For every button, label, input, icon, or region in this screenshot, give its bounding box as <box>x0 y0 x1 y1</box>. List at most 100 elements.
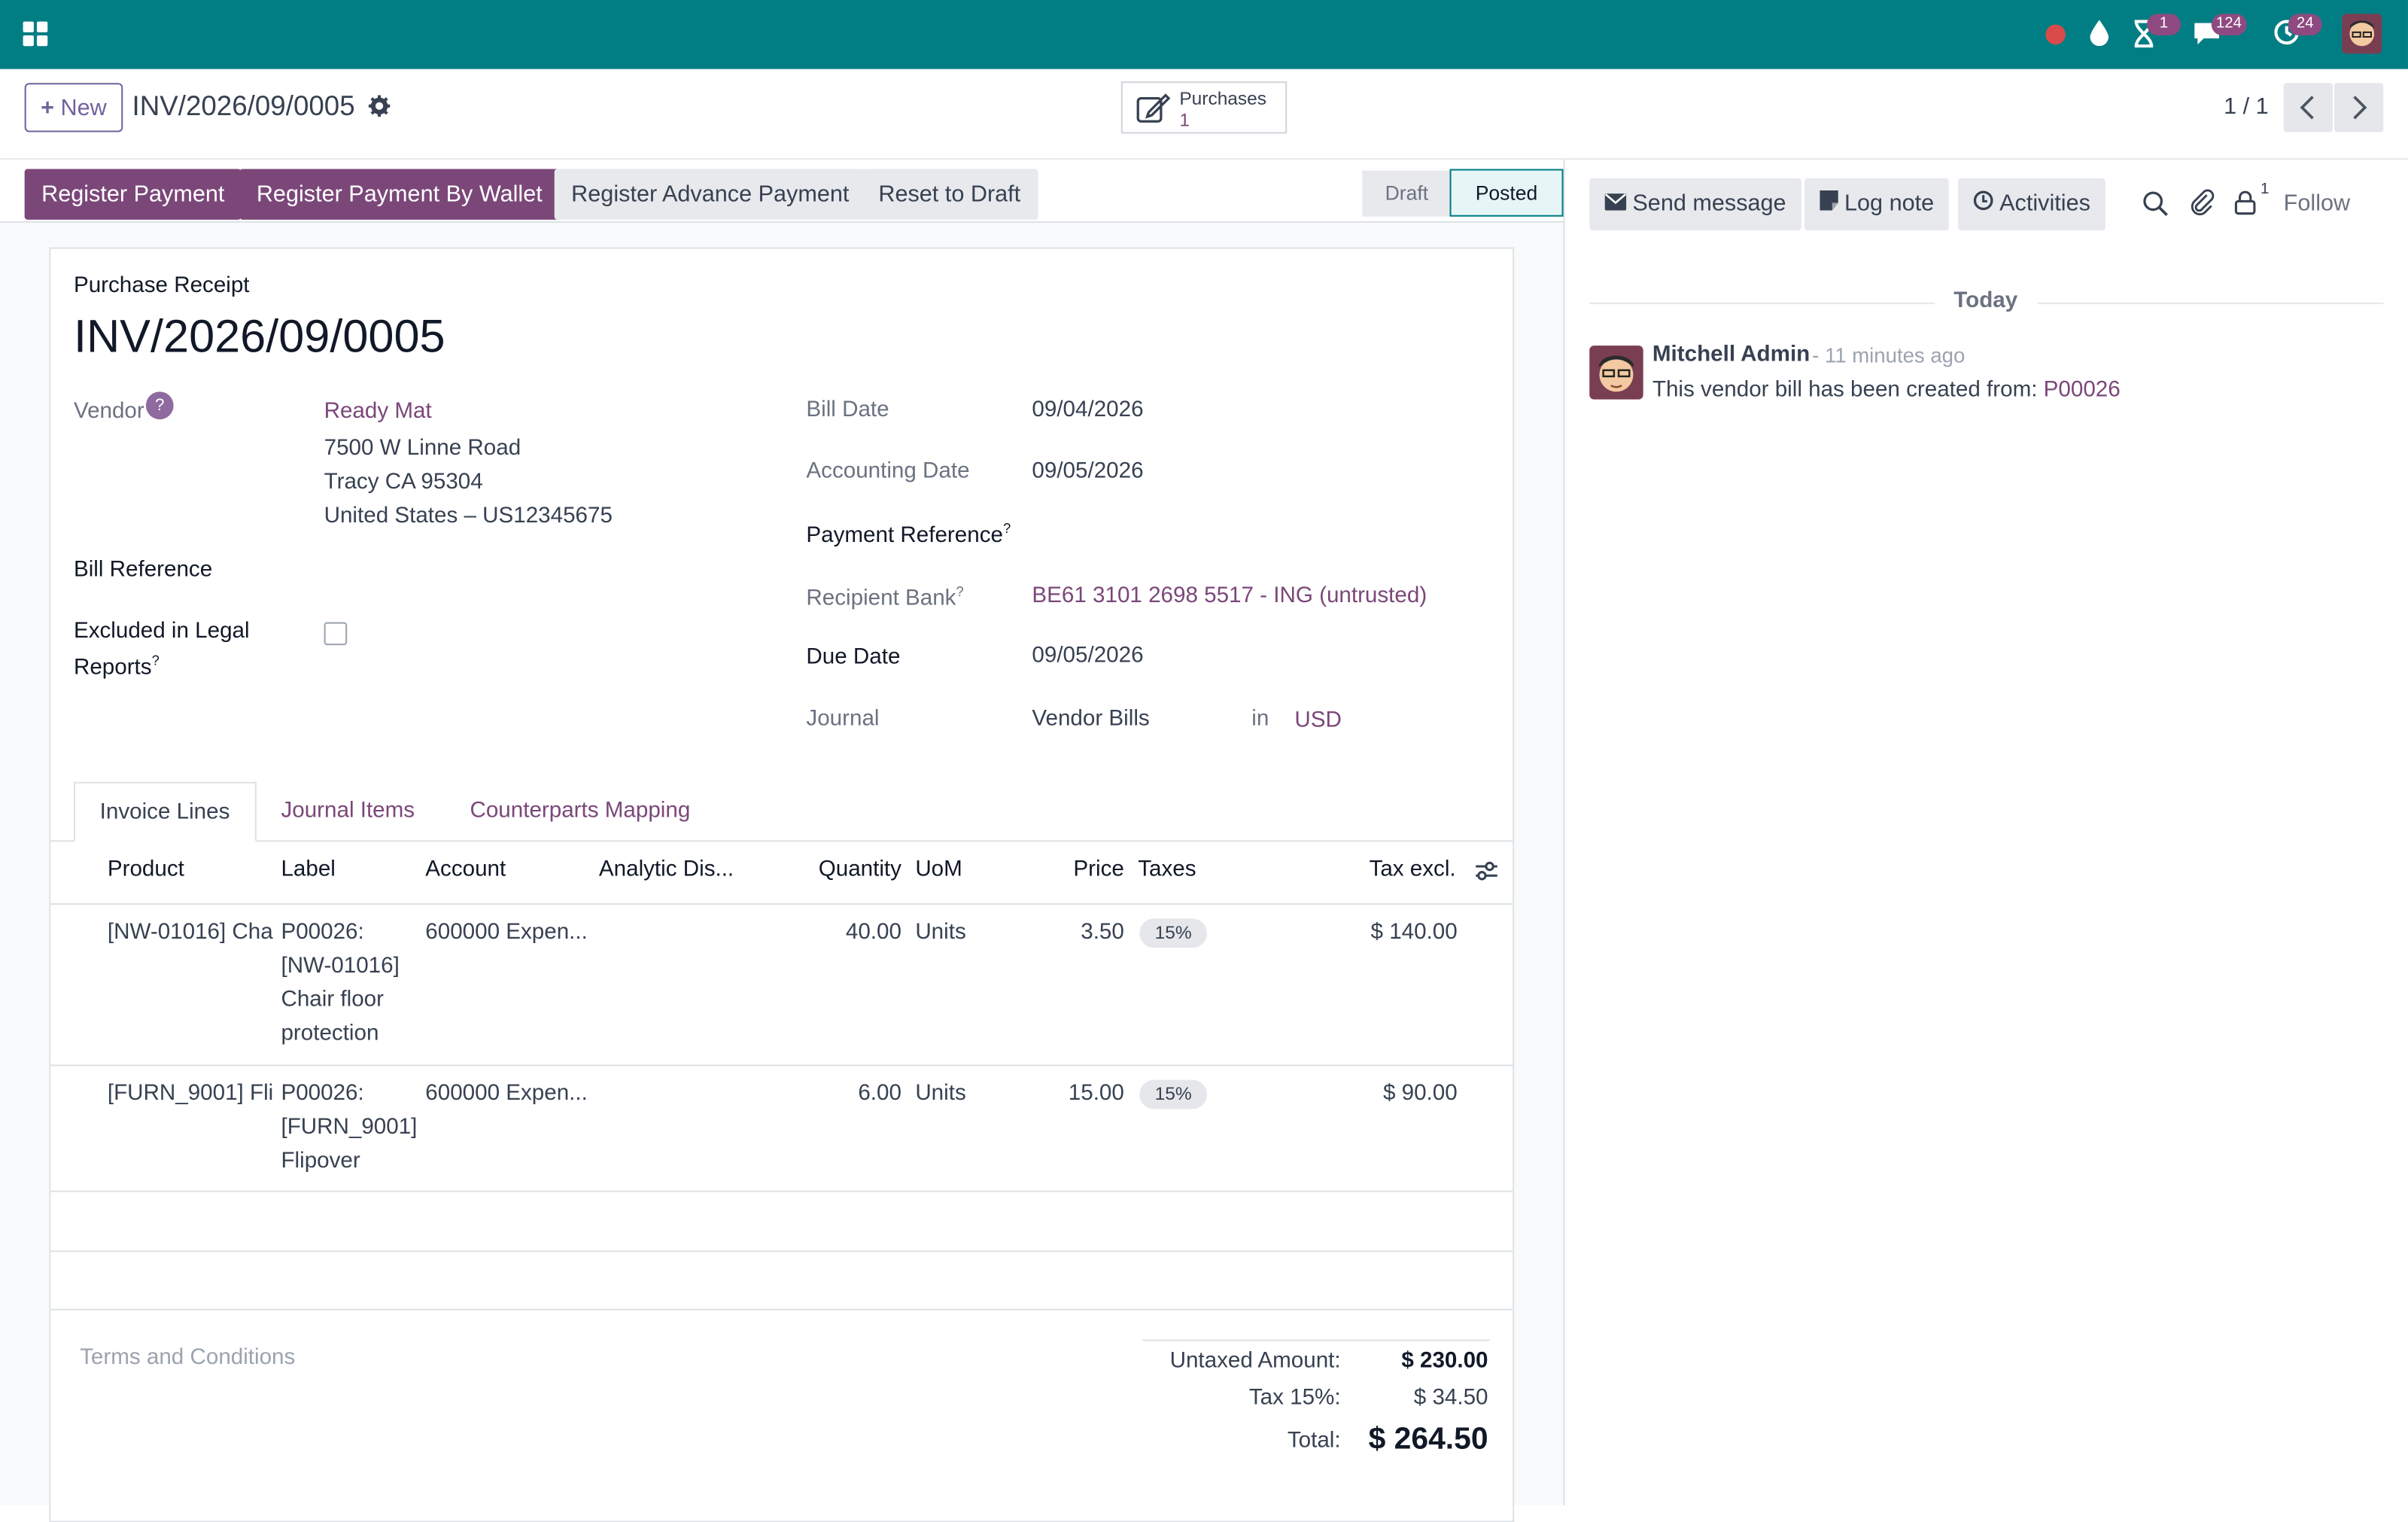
vendor-address-line: 7500 W Linne Road <box>324 436 521 461</box>
grid-icon[interactable] <box>22 20 50 48</box>
send-message-button[interactable]: Send message <box>1589 178 1802 231</box>
register-advance-payment-button[interactable]: Register Advance Payment <box>554 169 866 220</box>
accounting-date-label: Accounting Date <box>806 459 970 484</box>
new-button[interactable]: + New <box>24 83 123 132</box>
column-header-product[interactable]: Product <box>107 857 184 882</box>
line-uom: Units <box>915 920 966 945</box>
journal-in-label: in <box>1251 706 1269 732</box>
vendor-link[interactable]: Ready Mat <box>324 399 432 425</box>
search-icon[interactable] <box>2142 190 2169 221</box>
vendor-help-icon[interactable]: ? <box>145 391 174 420</box>
tab-journal-items[interactable]: Journal Items <box>281 799 415 823</box>
clock-icon <box>1973 178 1993 230</box>
column-header-analytic[interactable]: Analytic Dis... <box>598 857 734 882</box>
recipient-bank-text: Recipient Bank <box>806 586 956 611</box>
hourglass-icon[interactable] <box>2133 20 2155 53</box>
line-label: [FURN_9001] <box>281 1115 418 1140</box>
new-button-label: New <box>60 95 107 122</box>
stage-posted: Posted <box>1449 169 1564 217</box>
record-dot-icon[interactable] <box>2045 24 2066 45</box>
recipient-bank-label: Recipient Bank? <box>806 584 963 611</box>
stage-draft[interactable]: Draft <box>1362 170 1452 217</box>
line-uom: Units <box>915 1081 966 1106</box>
line-product[interactable]: [NW-01016] Chai <box>107 920 274 945</box>
line-product[interactable]: [FURN_9001] Flip <box>107 1081 274 1106</box>
log-note-button[interactable]: Log note <box>1804 178 1950 231</box>
register-payment-by-wallet-button[interactable]: Register Payment By Wallet <box>239 169 560 220</box>
column-header-uom[interactable]: UoM <box>915 857 962 882</box>
reset-to-draft-button[interactable]: Reset to Draft <box>861 169 1038 220</box>
record-name: INV/2026/09/0005 <box>73 312 445 363</box>
message-author[interactable]: Mitchell Admin <box>1652 342 1811 367</box>
form-sheet <box>49 247 1515 1522</box>
column-header-quantity[interactable]: Quantity <box>818 857 901 882</box>
lock-icon[interactable] <box>2234 190 2256 220</box>
payment-reference-input[interactable] <box>1032 516 1492 553</box>
line-subtotal: $ 90.00 <box>1382 1081 1458 1106</box>
follow-button[interactable]: Follow <box>2283 190 2351 217</box>
column-header-taxes[interactable]: Taxes <box>1138 857 1196 882</box>
message-text: This vendor bill has been created from: <box>1652 378 2044 403</box>
tab-invoice-lines[interactable]: Invoice Lines <box>73 781 257 842</box>
accounting-date-field[interactable]: 09/05/2026 <box>1032 459 1144 484</box>
help-mark[interactable]: ? <box>956 583 964 599</box>
chevron-right-icon <box>2353 96 2367 120</box>
previous-record-button[interactable] <box>2283 83 2333 132</box>
message-link[interactable]: P00026 <box>2043 378 2121 403</box>
terms-conditions-field[interactable]: Terms and Conditions <box>80 1345 296 1371</box>
gear-icon[interactable] <box>368 95 391 122</box>
optional-columns-icon[interactable] <box>1474 859 1499 888</box>
vendor-address-line: United States – US12345675 <box>324 504 613 529</box>
register-payment-button[interactable]: Register Payment <box>24 169 242 220</box>
chevron-left-icon <box>2300 96 2314 120</box>
help-mark[interactable]: ? <box>1002 520 1011 537</box>
line-label: protection <box>281 1021 379 1046</box>
message-avatar[interactable] <box>1589 345 1643 400</box>
message-body: This vendor bill has been created from: … <box>1652 378 2121 403</box>
row-divider <box>50 1308 1513 1310</box>
due-date-field[interactable]: 09/05/2026 <box>1032 644 1144 668</box>
bill-date-field[interactable]: 09/04/2026 <box>1032 397 1144 423</box>
control-panel: + New INV/2026/09/0005 Purchases 1 1 / 1 <box>0 68 2408 160</box>
followers-count: 1 <box>2261 181 2270 199</box>
tabs-underline <box>50 840 1513 842</box>
line-label: P00026: <box>281 920 364 945</box>
next-record-button[interactable] <box>2334 83 2384 132</box>
column-header-tax-excl[interactable]: Tax excl. <box>1369 857 1456 882</box>
column-header-account[interactable]: Account <box>425 857 506 882</box>
top-navbar: 1 124 24 <box>0 0 2408 69</box>
today-divider-right <box>2038 303 2384 305</box>
user-avatar[interactable] <box>2342 14 2382 54</box>
purchases-smart-button[interactable]: Purchases 1 <box>1120 81 1288 134</box>
send-message-label: Send message <box>1632 190 1786 217</box>
activities-button[interactable]: Activities <box>1958 178 2106 231</box>
paperclip-icon[interactable] <box>2190 189 2215 221</box>
excluded-legal-label-line1: Excluded in Legal <box>73 619 250 644</box>
help-mark[interactable]: ? <box>151 653 160 668</box>
messages-badge: 124 <box>2211 14 2247 35</box>
currency-link[interactable]: USD <box>1294 708 1342 733</box>
journal-field[interactable]: Vendor Bills <box>1032 706 1150 732</box>
tax-badge: 15% <box>1139 1079 1208 1110</box>
journal-label: Journal <box>806 706 880 732</box>
excluded-legal-label-text: Reports <box>73 656 152 680</box>
recipient-bank-link[interactable]: BE61 3101 2698 5517 - ING (untrusted) <box>1032 583 1427 609</box>
line-price: 3.50 <box>1081 920 1124 945</box>
pager-value[interactable]: 1 / 1 <box>2224 93 2269 120</box>
stage-draft-label: Draft <box>1385 181 1429 205</box>
log-note-label: Log note <box>1844 190 1935 217</box>
drop-icon[interactable] <box>2088 18 2110 50</box>
tab-counterparts-mapping[interactable]: Counterparts Mapping <box>470 799 691 823</box>
line-quantity: 6.00 <box>858 1081 901 1106</box>
due-date-label: Due Date <box>806 645 901 670</box>
excluded-legal-checkbox[interactable] <box>324 622 348 646</box>
activities-badge: 1 <box>2147 14 2181 35</box>
table-header-border <box>50 903 1513 906</box>
column-header-label[interactable]: Label <box>281 857 336 882</box>
totals-top-border <box>1142 1339 1490 1341</box>
column-header-price[interactable]: Price <box>1073 857 1124 882</box>
today-divider-left <box>1589 303 1935 305</box>
payment-reference-label: Payment Reference? <box>806 521 1011 548</box>
bill-reference-input[interactable] <box>324 553 770 590</box>
line-label: P00026: <box>281 1081 364 1106</box>
